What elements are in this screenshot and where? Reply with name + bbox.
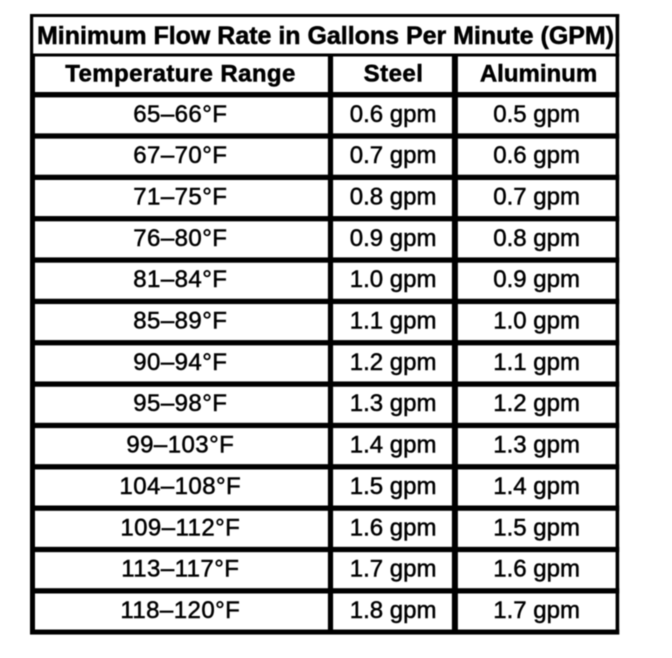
- svg-text:0.6 gpm: 0.6 gpm: [493, 142, 580, 169]
- svg-text:113–117°F: 113–117°F: [121, 556, 239, 583]
- svg-text:Steel: Steel: [364, 61, 424, 88]
- svg-text:95–98°F: 95–98°F: [133, 390, 227, 417]
- svg-text:1.1 gpm: 1.1 gpm: [350, 308, 437, 335]
- svg-text:0.5 gpm: 0.5 gpm: [493, 101, 580, 128]
- svg-text:0.8 gpm: 0.8 gpm: [350, 184, 437, 211]
- svg-text:1.5 gpm: 1.5 gpm: [493, 514, 580, 541]
- svg-text:1.2 gpm: 1.2 gpm: [493, 390, 580, 417]
- svg-text:1.8 gpm: 1.8 gpm: [350, 597, 437, 624]
- svg-text:0.7 gpm: 0.7 gpm: [493, 184, 580, 211]
- svg-text:104–108°F: 104–108°F: [119, 473, 241, 500]
- svg-text:0.9 gpm: 0.9 gpm: [350, 225, 437, 252]
- svg-text:76–80°F: 76–80°F: [133, 225, 227, 252]
- svg-text:1.0 gpm: 1.0 gpm: [350, 266, 437, 293]
- svg-text:Temperature Range: Temperature Range: [65, 61, 295, 88]
- svg-text:1.0 gpm: 1.0 gpm: [493, 308, 580, 335]
- svg-text:1.5 gpm: 1.5 gpm: [350, 473, 437, 500]
- svg-text:1.3 gpm: 1.3 gpm: [350, 390, 437, 417]
- svg-text:1.4 gpm: 1.4 gpm: [493, 473, 580, 500]
- svg-text:90–94°F: 90–94°F: [133, 349, 227, 376]
- svg-text:Aluminum: Aluminum: [480, 61, 597, 88]
- svg-text:0.7 gpm: 0.7 gpm: [350, 142, 437, 169]
- svg-text:118–120°F: 118–120°F: [120, 597, 240, 624]
- svg-text:109–112°F: 109–112°F: [120, 514, 240, 541]
- svg-text:1.7 gpm: 1.7 gpm: [493, 597, 580, 624]
- svg-text:1.1 gpm: 1.1 gpm: [493, 349, 580, 376]
- svg-text:67–70°F: 67–70°F: [133, 142, 227, 169]
- svg-text:1.6 gpm: 1.6 gpm: [493, 556, 580, 583]
- svg-text:85–89°F: 85–89°F: [133, 308, 227, 335]
- svg-text:0.6 gpm: 0.6 gpm: [350, 101, 437, 128]
- svg-text:71–75°F: 71–75°F: [133, 184, 227, 211]
- svg-text:0.8 gpm: 0.8 gpm: [493, 225, 580, 252]
- svg-text:1.4 gpm: 1.4 gpm: [350, 432, 437, 459]
- svg-text:1.6 gpm: 1.6 gpm: [350, 514, 437, 541]
- svg-text:65–66°F: 65–66°F: [133, 101, 227, 128]
- svg-text:1.2 gpm: 1.2 gpm: [350, 349, 437, 376]
- svg-text:81–84°F: 81–84°F: [133, 266, 227, 293]
- svg-text:Minimum Flow Rate in Gallons P: Minimum Flow Rate in Gallons Per Minute …: [37, 23, 614, 50]
- svg-text:1.7 gpm: 1.7 gpm: [350, 556, 437, 583]
- svg-text:0.9 gpm: 0.9 gpm: [493, 266, 580, 293]
- svg-text:1.3 gpm: 1.3 gpm: [493, 432, 580, 459]
- svg-text:99–103°F: 99–103°F: [126, 432, 234, 459]
